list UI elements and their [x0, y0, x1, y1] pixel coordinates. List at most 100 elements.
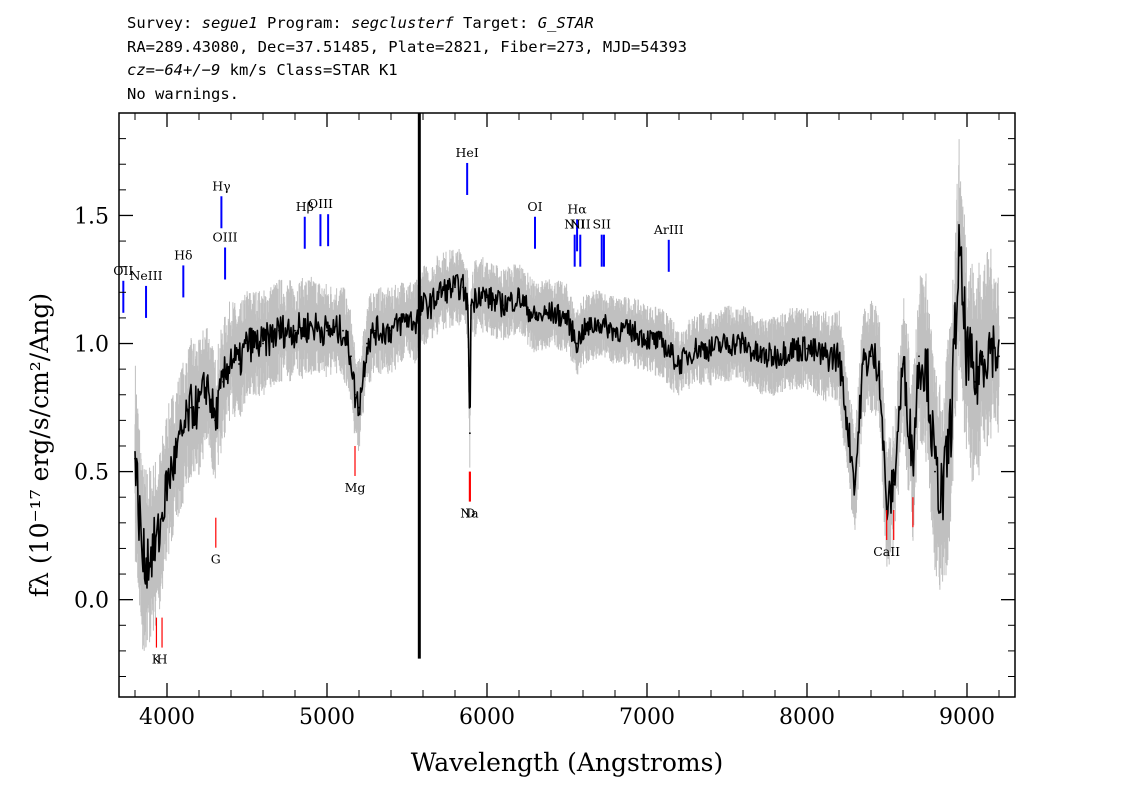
absorption-line-label: Na: [460, 506, 479, 521]
flux-point: [550, 311, 552, 314]
absorption-line-label: K: [152, 652, 162, 667]
cz-rest: km/s Class=STAR K1: [220, 61, 398, 79]
header-line-3: cz=−64+/−9 km/s Class=STAR K1: [127, 59, 687, 83]
header-line-1: Survey: segue1 Program: segclusterf Targ…: [127, 12, 687, 36]
flux-point: [214, 419, 216, 422]
emission-line-label: ArIII: [653, 222, 684, 237]
flux-point: [726, 342, 728, 345]
flux-point: [374, 329, 376, 332]
flux-point: [974, 381, 976, 383]
flux-point: [190, 406, 192, 409]
flux-point: [950, 419, 952, 422]
flux-point: [354, 393, 356, 396]
flux-point: [158, 534, 160, 537]
flux-point: [838, 355, 840, 358]
flux-point: [870, 355, 872, 358]
flux-point: [422, 304, 424, 306]
x-tick-label: 8000: [779, 705, 835, 730]
emission-line-label: Hα: [567, 201, 587, 216]
flux-point: [598, 322, 600, 324]
flux-point: [414, 322, 416, 324]
program-value: segclusterf: [351, 14, 454, 32]
emission-line-label: OIII: [213, 229, 238, 244]
emission-line-label: Hβ: [296, 199, 314, 214]
flux-point: [486, 296, 488, 299]
target-label: Target:: [463, 14, 529, 32]
flux-point: [662, 342, 664, 345]
flux-point: [366, 342, 368, 345]
y-tick-label: 1.5: [74, 204, 109, 229]
y-tick-label: 0.5: [74, 461, 109, 486]
x-tick-label: 7000: [619, 705, 675, 730]
flux-point: [182, 432, 184, 435]
flux-point: [958, 253, 960, 255]
smoothed-flux-line: [134, 223, 1000, 589]
emission-line-label: NII: [570, 217, 591, 232]
emission-line-label: HeI: [456, 145, 479, 160]
flux-point: [142, 560, 144, 563]
header-line-4: No warnings.: [127, 84, 239, 103]
y-tick-label: 0.0: [74, 589, 109, 614]
flux-point: [646, 337, 648, 340]
flux-point: [198, 406, 200, 409]
flux-point: [982, 355, 984, 358]
flux-point: [742, 342, 744, 345]
survey-value: segue1: [201, 14, 258, 32]
flux-point: [822, 355, 824, 358]
flux-point: [454, 286, 456, 289]
flux-point: [174, 457, 176, 460]
cz-value: =−64+/−9: [145, 61, 221, 79]
flux-point: [342, 329, 344, 332]
header-line-2: RA=289.43080, Dec=37.51485, Plate=2821, …: [127, 37, 687, 56]
absorption-line-label: Mg: [345, 480, 366, 495]
flux-point: [406, 317, 408, 319]
x-tick-label: 6000: [459, 705, 515, 730]
flux-point: [166, 483, 168, 486]
flux-point: [710, 347, 712, 350]
smoothed-flux-series: [134, 223, 1000, 589]
flux-point: [326, 329, 328, 332]
flux-point: [246, 342, 248, 345]
flux-point: [294, 329, 296, 332]
flux-point: [478, 291, 480, 294]
flux-point: [774, 355, 776, 358]
spectrum-header: Survey: segue1 Program: segclusterf Targ…: [127, 12, 687, 106]
flux-point: [518, 296, 520, 299]
emission-line-label: NII: [564, 217, 585, 232]
flux-point: [134, 457, 136, 460]
flux-point: [614, 329, 616, 332]
absorption-line-label: H: [157, 652, 168, 667]
y-axis-label: fλ (10⁻¹⁷ erg/s/cm²/Ang): [25, 293, 54, 597]
flux-point: [150, 552, 152, 555]
flux-point: [942, 496, 944, 499]
flux-point: [534, 317, 536, 319]
flux-point: [222, 381, 224, 383]
flux-point: [902, 363, 904, 365]
x-tick-label: 9000: [939, 705, 995, 730]
emission-line-label: OIII: [308, 196, 333, 211]
flux-point: [678, 363, 680, 365]
y-tick-label: 1.0: [74, 333, 109, 358]
plot-frame: [118, 112, 1016, 698]
flux-point: [470, 304, 472, 306]
flux-point: [912, 457, 914, 460]
flux-point: [206, 381, 208, 383]
emission-line-label: Hδ: [174, 247, 192, 262]
flux-point: [502, 304, 504, 306]
flux-point: [758, 355, 760, 358]
flux-point: [892, 483, 895, 486]
emission-line-label: Hγ: [212, 178, 230, 193]
flux-point: [262, 342, 264, 345]
emission-line-label: SII: [592, 217, 611, 232]
flux-point: [582, 329, 584, 332]
flux-point: [630, 329, 632, 332]
cz-label: cz: [127, 61, 146, 79]
flux-point: [990, 342, 992, 345]
flux-point: [918, 355, 920, 358]
x-tick-label: 4000: [139, 705, 195, 730]
flux-point: [230, 355, 232, 358]
target-value: G_STAR: [537, 14, 594, 32]
flux-point: [466, 304, 469, 306]
